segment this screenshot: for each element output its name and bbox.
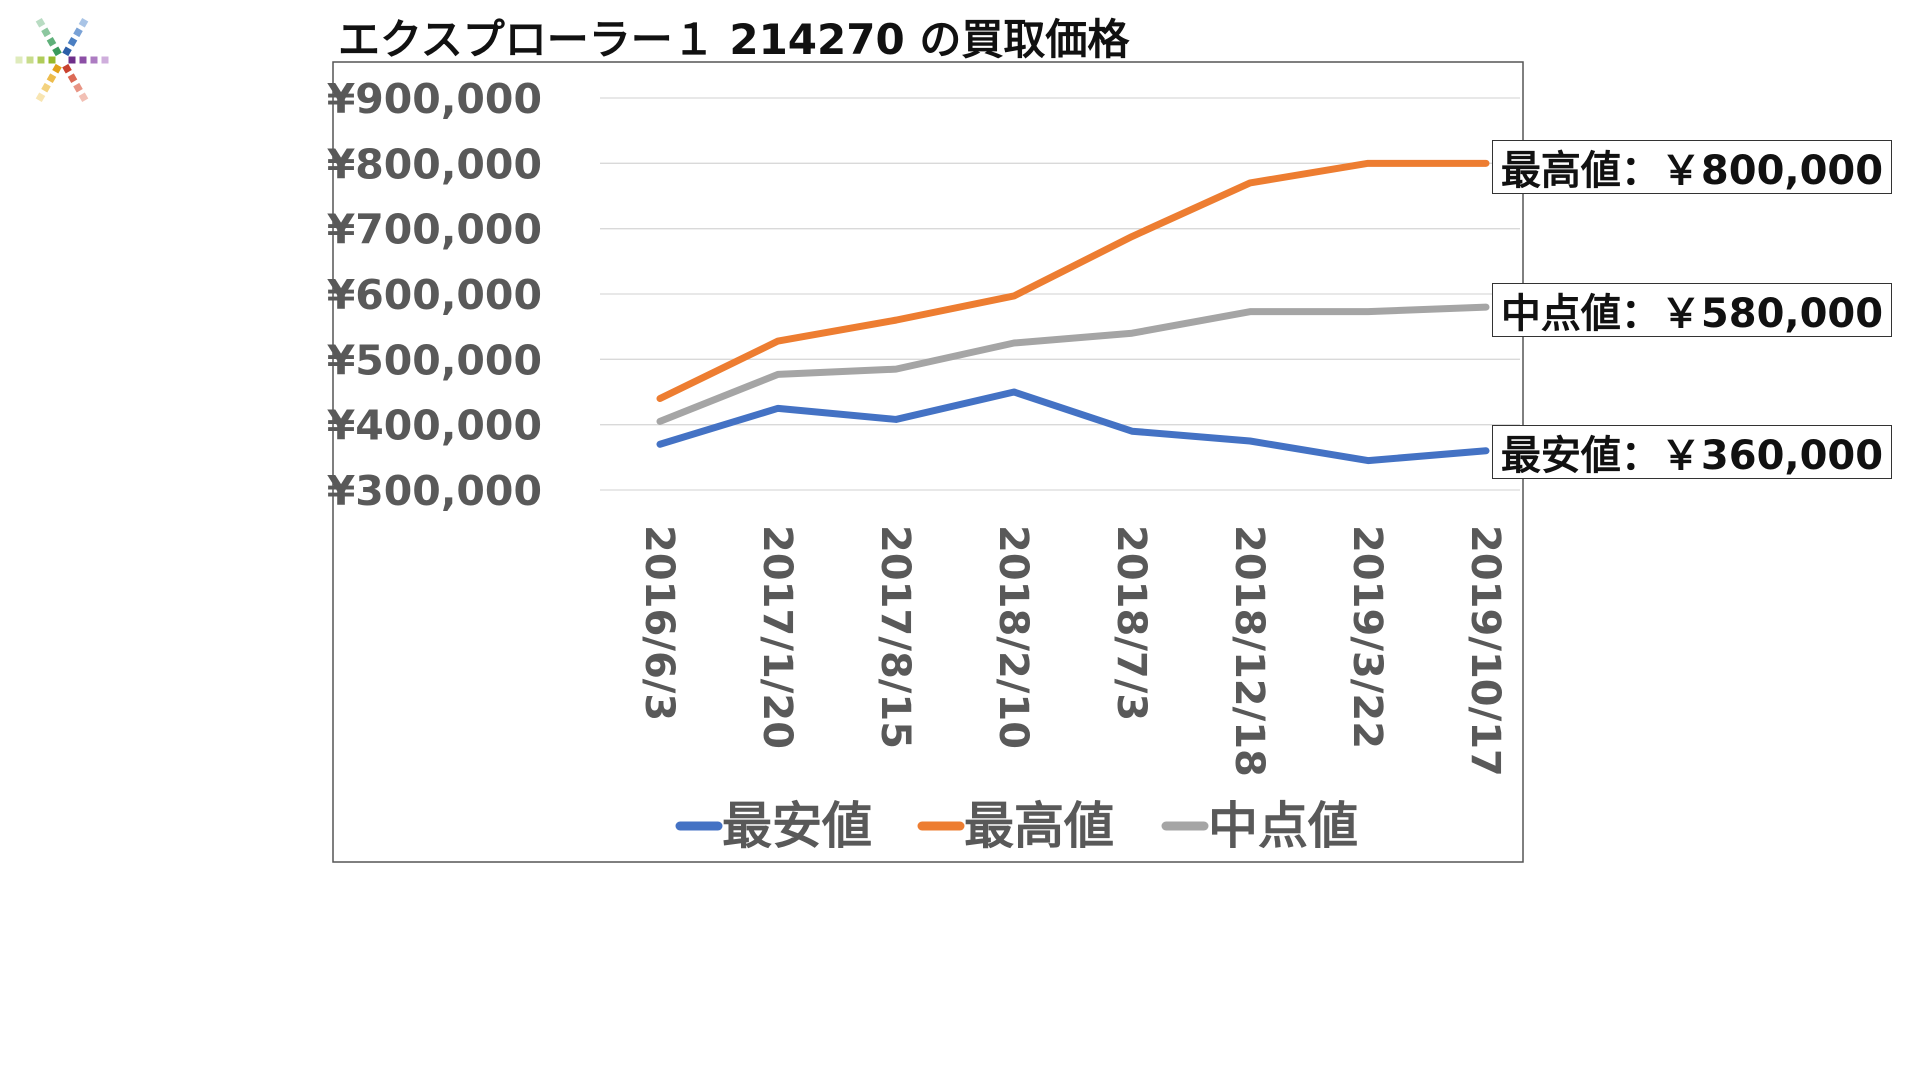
x-tick-label: 2019/10/17	[1462, 525, 1508, 777]
y-tick-label: ¥600,000	[327, 271, 542, 319]
series-line	[656, 388, 1490, 465]
x-tick-label: 2018/7/3	[1108, 525, 1154, 721]
legend-label: 最安値	[722, 797, 872, 855]
chart-title: エクスプローラー１ 214270 の買取価格	[338, 15, 1130, 64]
series-line	[656, 303, 1490, 425]
series-line	[656, 159, 1490, 403]
annotation-max: 最高値：￥800,000	[1492, 140, 1892, 194]
y-tick-label: ¥300,000	[327, 467, 542, 515]
y-tick-label: ¥800,000	[327, 140, 542, 188]
y-tick-label: ¥500,000	[327, 336, 542, 384]
x-tick-label: 2019/3/22	[1344, 525, 1390, 749]
x-tick-label: 2016/6/3	[636, 525, 682, 721]
x-tick-label: 2017/1/20	[754, 525, 800, 749]
x-tick-label: 2017/8/15	[872, 525, 918, 749]
x-tick-label: 2018/12/18	[1226, 525, 1272, 777]
legend-label: 最高値	[964, 797, 1114, 855]
y-tick-label: ¥900,000	[327, 75, 542, 123]
annotation-min: 最安値：￥360,000	[1492, 425, 1892, 479]
legend-label: 中点値	[1208, 797, 1358, 855]
logo-icon	[15, 17, 109, 103]
y-tick-label: ¥700,000	[327, 206, 542, 254]
y-tick-label: ¥400,000	[327, 402, 542, 450]
annotation-mid: 中点値：￥580,000	[1492, 283, 1892, 337]
x-tick-label: 2018/2/10	[990, 525, 1036, 749]
